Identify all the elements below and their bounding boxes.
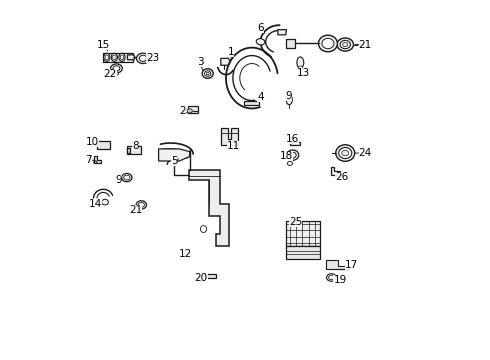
Bar: [205, 274, 216, 279]
Bar: [286, 246, 319, 260]
Text: 15: 15: [97, 40, 110, 50]
Ellipse shape: [136, 201, 147, 209]
Text: 16: 16: [285, 134, 298, 144]
Ellipse shape: [206, 72, 209, 75]
Polygon shape: [221, 128, 238, 145]
Text: 5: 5: [171, 156, 177, 166]
Ellipse shape: [113, 55, 116, 59]
Text: 2: 2: [179, 106, 186, 116]
Text: 1: 1: [228, 47, 235, 57]
Ellipse shape: [322, 38, 334, 49]
Text: 22: 22: [103, 69, 117, 79]
Ellipse shape: [104, 53, 110, 62]
Ellipse shape: [114, 72, 119, 75]
Text: 19: 19: [333, 275, 346, 285]
Text: 11: 11: [227, 141, 240, 152]
Text: 9: 9: [285, 91, 292, 101]
Ellipse shape: [286, 95, 293, 105]
Text: 9: 9: [116, 175, 122, 185]
Ellipse shape: [202, 69, 213, 78]
Ellipse shape: [119, 53, 125, 62]
Bar: [188, 107, 197, 113]
Text: 23: 23: [146, 53, 159, 63]
Bar: [97, 141, 110, 149]
Text: 21: 21: [359, 40, 372, 50]
Polygon shape: [159, 149, 190, 161]
Ellipse shape: [137, 53, 149, 63]
Ellipse shape: [339, 148, 352, 158]
Text: 14: 14: [89, 199, 102, 209]
Ellipse shape: [298, 66, 302, 69]
Text: 18: 18: [280, 152, 293, 162]
Ellipse shape: [120, 55, 123, 59]
Polygon shape: [94, 156, 100, 163]
Polygon shape: [290, 137, 300, 145]
Text: 20: 20: [195, 274, 208, 283]
Text: 21: 21: [129, 205, 142, 215]
Ellipse shape: [337, 38, 353, 51]
Bar: [287, 39, 295, 48]
Text: 7: 7: [85, 155, 92, 165]
Bar: [127, 147, 141, 154]
Ellipse shape: [111, 64, 122, 73]
Polygon shape: [189, 170, 229, 246]
Ellipse shape: [204, 71, 211, 76]
Ellipse shape: [111, 53, 118, 62]
Polygon shape: [102, 53, 133, 62]
Text: 24: 24: [359, 148, 372, 158]
Polygon shape: [278, 30, 287, 35]
Ellipse shape: [336, 145, 355, 161]
Ellipse shape: [139, 55, 147, 62]
Ellipse shape: [256, 39, 265, 45]
Ellipse shape: [297, 57, 304, 68]
Polygon shape: [245, 100, 259, 105]
Ellipse shape: [200, 226, 207, 233]
Text: 10: 10: [86, 137, 99, 147]
Text: 26: 26: [335, 172, 348, 182]
Text: 25: 25: [289, 217, 302, 227]
Text: 17: 17: [345, 260, 358, 270]
Ellipse shape: [329, 275, 334, 280]
Text: 4: 4: [257, 92, 264, 102]
Ellipse shape: [289, 152, 296, 158]
Ellipse shape: [287, 161, 293, 166]
Ellipse shape: [287, 150, 299, 160]
Ellipse shape: [342, 150, 349, 156]
Text: 13: 13: [296, 68, 310, 78]
Text: 6: 6: [257, 23, 264, 33]
Ellipse shape: [326, 274, 336, 281]
Text: 8: 8: [132, 141, 139, 152]
Bar: [127, 148, 130, 153]
Ellipse shape: [343, 42, 348, 46]
Ellipse shape: [122, 174, 132, 182]
Polygon shape: [221, 58, 230, 65]
Polygon shape: [326, 260, 349, 269]
Text: 12: 12: [179, 249, 192, 259]
Bar: [286, 221, 319, 246]
Ellipse shape: [340, 40, 350, 49]
Ellipse shape: [187, 109, 192, 113]
Ellipse shape: [123, 175, 130, 180]
Text: 3: 3: [197, 58, 203, 67]
Ellipse shape: [113, 66, 120, 71]
Ellipse shape: [138, 202, 145, 207]
Ellipse shape: [318, 35, 338, 52]
Ellipse shape: [105, 55, 108, 59]
Ellipse shape: [101, 199, 108, 205]
Polygon shape: [127, 55, 135, 60]
Polygon shape: [331, 167, 340, 175]
